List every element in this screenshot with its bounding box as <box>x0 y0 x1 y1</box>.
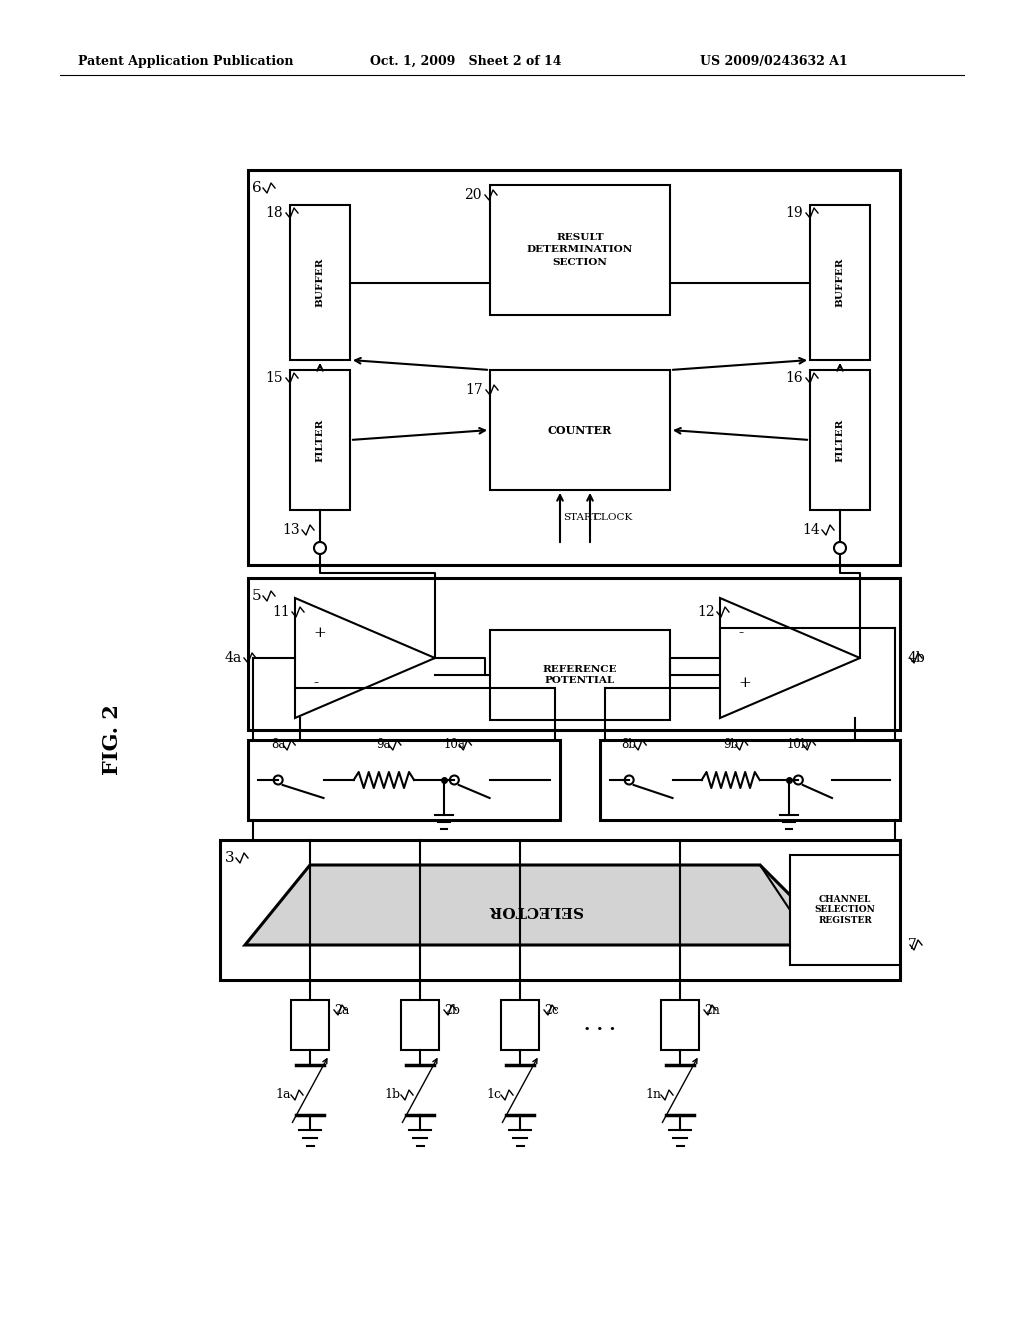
Text: 4b: 4b <box>908 651 926 665</box>
Text: 1a: 1a <box>275 1089 291 1101</box>
Bar <box>662 1001 699 1049</box>
Text: FILTER: FILTER <box>315 418 325 462</box>
Text: 2a: 2a <box>334 1003 349 1016</box>
Text: FIG. 2: FIG. 2 <box>102 705 122 775</box>
Text: 16: 16 <box>785 371 803 385</box>
Text: Oct. 1, 2009   Sheet 2 of 14: Oct. 1, 2009 Sheet 2 of 14 <box>370 55 561 69</box>
Bar <box>600 741 900 820</box>
Text: Patent Application Publication: Patent Application Publication <box>78 55 294 69</box>
Text: 2n: 2n <box>705 1003 720 1016</box>
Text: 3: 3 <box>225 851 234 865</box>
Text: -: - <box>313 676 318 690</box>
Text: FILTER: FILTER <box>836 418 845 462</box>
Text: 7: 7 <box>908 939 916 952</box>
Text: 14: 14 <box>802 523 820 537</box>
Text: +: + <box>738 676 751 690</box>
Text: 13: 13 <box>283 523 300 537</box>
Text: CHANNEL
SELECTION
REGISTER: CHANNEL SELECTION REGISTER <box>814 895 876 925</box>
Bar <box>248 170 900 565</box>
Bar <box>490 185 670 315</box>
Text: -: - <box>738 626 743 640</box>
Text: 12: 12 <box>697 605 715 619</box>
Bar <box>790 855 900 965</box>
Text: START: START <box>563 513 599 523</box>
Bar <box>490 630 670 719</box>
Polygon shape <box>245 865 840 945</box>
Bar <box>290 370 350 510</box>
Bar <box>501 1001 539 1049</box>
Text: . . .: . . . <box>584 1016 615 1034</box>
Text: BUFFER: BUFFER <box>315 257 325 308</box>
Text: 8a: 8a <box>271 738 286 751</box>
Text: 8b: 8b <box>622 738 637 751</box>
Text: COUNTER: COUNTER <box>548 425 612 436</box>
Text: 20: 20 <box>465 187 482 202</box>
Text: 1b: 1b <box>385 1089 401 1101</box>
Text: REFERENCE
POTENTIAL: REFERENCE POTENTIAL <box>543 665 617 685</box>
Text: 11: 11 <box>272 605 290 619</box>
Text: 10a: 10a <box>443 738 465 751</box>
Bar <box>810 205 870 360</box>
Text: 6: 6 <box>252 181 262 195</box>
Bar <box>290 205 350 360</box>
Text: 9a: 9a <box>377 738 391 751</box>
Text: 19: 19 <box>785 206 803 220</box>
Text: 1c: 1c <box>486 1089 501 1101</box>
Text: 4a: 4a <box>224 651 242 665</box>
Text: 10b: 10b <box>787 738 810 751</box>
Bar <box>401 1001 439 1049</box>
Text: BUFFER: BUFFER <box>836 257 845 308</box>
Text: 9b: 9b <box>723 738 738 751</box>
Text: SELECTOR: SELECTOR <box>487 903 582 917</box>
Text: 1n: 1n <box>645 1089 662 1101</box>
Bar <box>248 578 900 730</box>
Text: US 2009/0243632 A1: US 2009/0243632 A1 <box>700 55 848 69</box>
Text: CLOCK: CLOCK <box>593 513 632 523</box>
Text: RESULT
DETERMINATION
SECTION: RESULT DETERMINATION SECTION <box>527 234 633 267</box>
Text: 5: 5 <box>252 589 261 603</box>
Bar <box>291 1001 329 1049</box>
Text: 15: 15 <box>265 371 283 385</box>
Text: 17: 17 <box>465 383 483 397</box>
Bar <box>248 741 560 820</box>
Text: 2b: 2b <box>444 1003 460 1016</box>
Text: 2c: 2c <box>544 1003 559 1016</box>
Bar <box>220 840 900 979</box>
Text: 18: 18 <box>265 206 283 220</box>
Bar <box>490 370 670 490</box>
Text: +: + <box>313 626 326 640</box>
Bar <box>810 370 870 510</box>
